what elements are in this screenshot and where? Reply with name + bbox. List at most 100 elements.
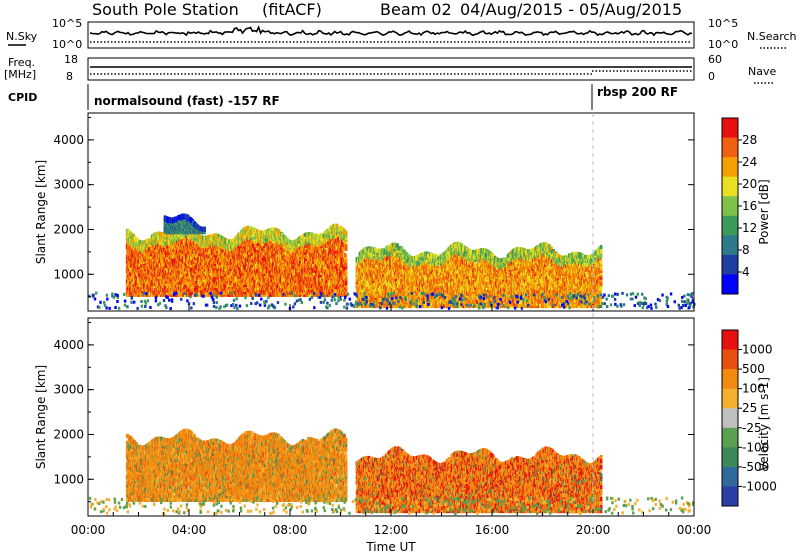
heatmap-cell bbox=[149, 256, 153, 261]
heatmap-cell bbox=[156, 290, 159, 295]
heatmap-cell bbox=[183, 244, 186, 249]
heatmap-cell bbox=[154, 254, 158, 259]
heatmap-cell bbox=[220, 275, 224, 281]
heatmap-cell bbox=[156, 292, 159, 297]
fit-label: (fitACF) bbox=[262, 0, 322, 19]
nsky-label: N.Sky bbox=[6, 30, 38, 43]
heatmap-cell bbox=[196, 283, 199, 288]
heatmap-cell bbox=[186, 277, 190, 282]
heatmap-cell bbox=[185, 249, 188, 254]
heatmap-cell bbox=[213, 235, 217, 240]
heatmap-cell bbox=[194, 288, 198, 293]
heatmap-cell bbox=[176, 292, 179, 297]
heatmap-cell bbox=[154, 263, 158, 268]
heatmap-cell bbox=[187, 285, 191, 290]
heatmap-cell bbox=[196, 285, 199, 291]
heatmap-cell bbox=[134, 247, 138, 252]
heatmap-cell bbox=[157, 238, 161, 243]
heatmap-cell bbox=[152, 250, 156, 256]
heatmap-cell bbox=[167, 246, 171, 251]
heatmap-cell bbox=[214, 266, 218, 271]
heatmap-cell bbox=[165, 248, 169, 253]
heatmap-cell bbox=[137, 256, 140, 262]
heatmap-cell bbox=[183, 282, 187, 287]
heatmap-cell bbox=[162, 277, 166, 282]
heatmap-cell bbox=[217, 260, 220, 265]
heatmap-cell bbox=[190, 275, 194, 280]
heatmap-cell bbox=[212, 250, 216, 256]
heatmap-cell bbox=[155, 274, 159, 279]
heatmap-cell bbox=[158, 292, 162, 297]
nsky-tick-top: 10^5 bbox=[52, 17, 82, 30]
heatmap-cell bbox=[213, 277, 217, 282]
heatmap-cell bbox=[125, 278, 129, 283]
heatmap-cell bbox=[150, 260, 153, 265]
heatmap-cell bbox=[168, 253, 171, 258]
heatmap-cell bbox=[180, 292, 183, 297]
heatmap-cell bbox=[185, 272, 189, 277]
heatmap-cell bbox=[188, 267, 191, 272]
heatmap-cell bbox=[185, 279, 188, 285]
heatmap-cell bbox=[154, 292, 158, 297]
heatmap-cell bbox=[157, 276, 160, 282]
heatmap-cell bbox=[165, 233, 169, 238]
heatmap-cell bbox=[214, 255, 218, 260]
heatmap-cell bbox=[157, 274, 161, 279]
heatmap-cell bbox=[217, 234, 221, 239]
heatmap-cell bbox=[183, 239, 186, 244]
heatmap-cell bbox=[127, 278, 130, 283]
heatmap-cell bbox=[165, 242, 169, 247]
heatmap-cell bbox=[183, 272, 186, 277]
heatmap-cell bbox=[182, 264, 185, 269]
heatmap-cell bbox=[154, 281, 157, 286]
heatmap-cell bbox=[168, 270, 171, 275]
heatmap-cell bbox=[153, 274, 156, 280]
heatmap-cell bbox=[210, 268, 214, 273]
date-range: 04/Aug/2015 - 05/Aug/2015 bbox=[460, 0, 682, 19]
heatmap-cell bbox=[219, 264, 222, 270]
heatmap-cell bbox=[174, 281, 178, 286]
heatmap-cell bbox=[216, 242, 220, 247]
heatmap-cell bbox=[155, 249, 159, 255]
heatmap-cell bbox=[160, 279, 163, 284]
heatmap-cell bbox=[181, 285, 185, 290]
heatmap-cell bbox=[161, 232, 165, 237]
heatmap-cell bbox=[186, 264, 190, 269]
heatmap-cell bbox=[130, 241, 133, 246]
heatmap-cell bbox=[188, 292, 191, 297]
heatmap-cell bbox=[186, 257, 190, 262]
heatmap-cell bbox=[188, 285, 192, 290]
nave-tick-top: 60 bbox=[708, 53, 722, 66]
heatmap-cell bbox=[197, 292, 200, 297]
heatmap-cell bbox=[196, 232, 199, 237]
heatmap-cell bbox=[159, 242, 162, 248]
heatmap-cell bbox=[190, 268, 194, 273]
heatmap-cell bbox=[166, 281, 170, 286]
heatmap-cell bbox=[197, 279, 201, 284]
heatmap-cell bbox=[163, 259, 167, 264]
heatmap-cell bbox=[210, 260, 214, 265]
heatmap-cell bbox=[157, 281, 160, 286]
heatmap-cell bbox=[208, 249, 211, 254]
heatmap-cell bbox=[187, 290, 191, 295]
heatmap-cell bbox=[213, 233, 217, 238]
heatmap-cell bbox=[190, 290, 194, 295]
heatmap-cell bbox=[157, 233, 161, 239]
heatmap-cell bbox=[186, 262, 190, 267]
heatmap-cell bbox=[137, 276, 140, 281]
heatmap-cell bbox=[171, 279, 174, 284]
heatmap-cell bbox=[187, 254, 191, 259]
heatmap-cell bbox=[213, 272, 217, 278]
heatmap-cell bbox=[167, 233, 171, 238]
heatmap-cell bbox=[188, 275, 192, 280]
heatmap-cell bbox=[125, 280, 129, 286]
heatmap-cell bbox=[162, 232, 166, 237]
heatmap-cell bbox=[189, 280, 193, 285]
heatmap-cell bbox=[200, 241, 203, 246]
heatmap-cell bbox=[188, 232, 191, 237]
heatmap-cell bbox=[166, 239, 170, 245]
heatmap-cell bbox=[181, 269, 185, 275]
heatmap-cell bbox=[216, 251, 220, 256]
heatmap-cell bbox=[151, 246, 155, 252]
heatmap-cell bbox=[210, 283, 214, 289]
